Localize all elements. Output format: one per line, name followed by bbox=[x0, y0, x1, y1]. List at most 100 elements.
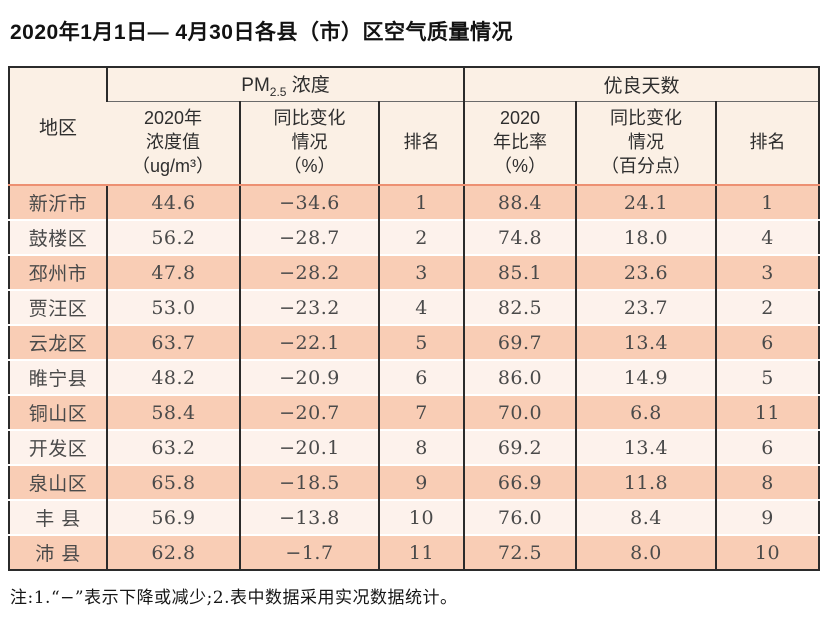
pm25-rank-cell: 8 bbox=[378, 430, 464, 465]
pm25-value-cell: 56.2 bbox=[106, 220, 240, 255]
days-rank-cell: 9 bbox=[714, 500, 820, 535]
days-rate-cell: 66.9 bbox=[463, 465, 576, 500]
days-rank-cell: 1 bbox=[714, 185, 820, 220]
region-cell: 丰 县 bbox=[35, 508, 81, 530]
pm25-value-cell: 58.4 bbox=[106, 395, 240, 430]
pm25-label-suffix: 浓度 bbox=[286, 74, 330, 96]
days-change-cell: 11.8 bbox=[575, 465, 716, 500]
pm25-change-cell: −28.7 bbox=[239, 220, 379, 255]
pm25-value-cell: 47.8 bbox=[106, 255, 240, 290]
pm25-rank-cell: 1 bbox=[378, 185, 464, 220]
pm25-change-cell: −1.7 bbox=[239, 535, 379, 570]
pm25-rank-cell: 11 bbox=[378, 535, 464, 570]
days-rate-cell: 72.5 bbox=[463, 535, 576, 570]
days-change-cell: 8.0 bbox=[575, 535, 716, 570]
region-cell: 开发区 bbox=[28, 438, 88, 460]
pm25-rank-cell: 4 bbox=[378, 290, 464, 325]
pm25-rank-cell: 5 bbox=[378, 325, 464, 360]
region-cell: 云龙区 bbox=[28, 333, 88, 355]
group-header-row: 地区 PM2.5 浓度 优良天数 bbox=[9, 67, 820, 186]
header-pm25-value: 2020年 浓度值 （ug/m³） bbox=[107, 101, 240, 186]
pm25-change-cell: −20.9 bbox=[239, 360, 379, 395]
table-row: 泉山区 65.8 −18.5 9 66.9 11.8 8 bbox=[9, 465, 820, 500]
days-change-cell: 14.9 bbox=[575, 360, 716, 395]
pm25-rank-cell: 6 bbox=[378, 360, 464, 395]
pm25-value-cell: 56.9 bbox=[106, 500, 240, 535]
table-row: 贾汪区 53.0 −23.2 4 82.5 23.7 2 bbox=[9, 290, 820, 325]
days-rate-cell: 85.1 bbox=[463, 255, 576, 290]
pm25-change-cell: −22.1 bbox=[239, 325, 379, 360]
table-row: 邳州市 47.8 −28.2 3 85.1 23.6 3 bbox=[9, 255, 820, 290]
pm25-change-cell: −13.8 bbox=[239, 500, 379, 535]
days-rank-cell: 11 bbox=[714, 395, 820, 430]
table-row: 丰 县 56.9 −13.8 10 76.0 8.4 9 bbox=[9, 500, 820, 535]
table-row: 睢宁县 48.2 −20.9 6 86.0 14.9 5 bbox=[9, 360, 820, 395]
header-days-rate: 2020 年比率 （%） bbox=[463, 101, 576, 186]
header-pm25-change: 同比变化 情况 （%） bbox=[239, 101, 379, 186]
days-rank-cell: 4 bbox=[714, 220, 820, 255]
pm25-label-prefix: PM bbox=[241, 74, 270, 96]
pm25-value-cell: 44.6 bbox=[106, 185, 240, 220]
days-change-cell: 23.6 bbox=[575, 255, 716, 290]
table-body: 新沂市 44.6 −34.6 1 88.4 24.1 1 鼓楼区 56.2 −28.7 2 74.8 1… bbox=[9, 185, 820, 570]
table-row: 沛 县 62.8 −1.7 11 72.5 8.0 10 bbox=[9, 535, 820, 570]
pm25-value-cell: 63.7 bbox=[106, 325, 240, 360]
pm25-rank-cell: 2 bbox=[378, 220, 464, 255]
days-rate-cell: 69.2 bbox=[463, 430, 576, 465]
table-row: 新沂市 44.6 −34.6 1 88.4 24.1 1 bbox=[9, 185, 820, 220]
header-days-change: 同比变化 情况 （百分点） bbox=[575, 101, 716, 186]
sub-header-row: 2020年 浓度值 （ug/m³） 同比变化 情况 （%） 排名 2020 年比… bbox=[9, 101, 820, 186]
footnote: 注:1.“−”表示下降或减少;2.表中数据采用实况数据统计。 bbox=[10, 588, 458, 608]
days-change-cell: 23.7 bbox=[575, 290, 716, 325]
days-rank-cell: 3 bbox=[714, 255, 820, 290]
header-pm25-rank: 排名 bbox=[378, 101, 464, 186]
days-rate-cell: 69.7 bbox=[463, 325, 576, 360]
days-change-cell: 8.4 bbox=[575, 500, 716, 535]
pm25-value-cell: 63.2 bbox=[106, 430, 240, 465]
days-rank-cell: 2 bbox=[714, 290, 820, 325]
header-group-good-days: 优良天数 bbox=[462, 67, 820, 102]
pm25-change-cell: −34.6 bbox=[239, 185, 379, 220]
days-rank-cell: 8 bbox=[714, 465, 820, 500]
pm25-rank-cell: 10 bbox=[378, 500, 464, 535]
pm25-change-cell: −23.2 bbox=[239, 290, 379, 325]
days-rate-cell: 88.4 bbox=[463, 185, 576, 220]
air-quality-table: 地区 PM2.5 浓度 优良天数 2020年 浓度值 （ug/m³） 同比变化 … bbox=[8, 66, 821, 571]
days-rate-cell: 76.0 bbox=[463, 500, 576, 535]
pm25-rank-cell: 9 bbox=[378, 465, 464, 500]
days-rank-cell: 6 bbox=[714, 430, 820, 465]
days-change-cell: 24.1 bbox=[575, 185, 716, 220]
header-days-rank: 排名 bbox=[714, 101, 820, 186]
pm25-value-cell: 65.8 bbox=[106, 465, 240, 500]
days-rate-cell: 82.5 bbox=[463, 290, 576, 325]
pm25-rank-cell: 3 bbox=[378, 255, 464, 290]
region-cell: 新沂市 bbox=[28, 193, 88, 215]
region-cell: 泉山区 bbox=[28, 473, 88, 495]
table-row: 云龙区 63.7 −22.1 5 69.7 13.4 6 bbox=[9, 325, 820, 360]
days-rank-cell: 5 bbox=[714, 360, 820, 395]
pm25-value-cell: 62.8 bbox=[106, 535, 240, 570]
days-change-cell: 6.8 bbox=[575, 395, 716, 430]
region-cell: 邳州市 bbox=[28, 263, 88, 285]
days-change-cell: 13.4 bbox=[575, 430, 716, 465]
days-change-cell: 18.0 bbox=[575, 220, 716, 255]
days-rank-cell: 6 bbox=[714, 325, 820, 360]
pm25-value-cell: 53.0 bbox=[106, 290, 240, 325]
region-cell: 睢宁县 bbox=[28, 368, 88, 390]
region-cell: 贾汪区 bbox=[28, 298, 88, 320]
report-title: 2020年1月1日— 4月30日各县（市）区空气质量情况 bbox=[10, 21, 513, 44]
days-rate-cell: 70.0 bbox=[463, 395, 576, 430]
pm25-value-cell: 48.2 bbox=[106, 360, 240, 395]
days-rank-cell: 10 bbox=[714, 535, 820, 570]
pm25-rank-cell: 7 bbox=[378, 395, 464, 430]
table-row: 开发区 63.2 −20.1 8 69.2 13.4 6 bbox=[9, 430, 820, 465]
days-change-cell: 13.4 bbox=[575, 325, 716, 360]
days-rate-cell: 74.8 bbox=[463, 220, 576, 255]
table-row: 鼓楼区 56.2 −28.7 2 74.8 18.0 4 bbox=[9, 220, 820, 255]
table-header: 地区 PM2.5 浓度 优良天数 2020年 浓度值 （ug/m³） 同比变化 … bbox=[9, 67, 820, 186]
pm25-change-cell: −18.5 bbox=[239, 465, 379, 500]
table-row: 铜山区 58.4 −20.7 7 70.0 6.8 11 bbox=[9, 395, 820, 430]
region-cell: 沛 县 bbox=[35, 543, 81, 565]
header-region: 地区 bbox=[9, 67, 107, 186]
pm25-change-cell: −20.7 bbox=[239, 395, 379, 430]
